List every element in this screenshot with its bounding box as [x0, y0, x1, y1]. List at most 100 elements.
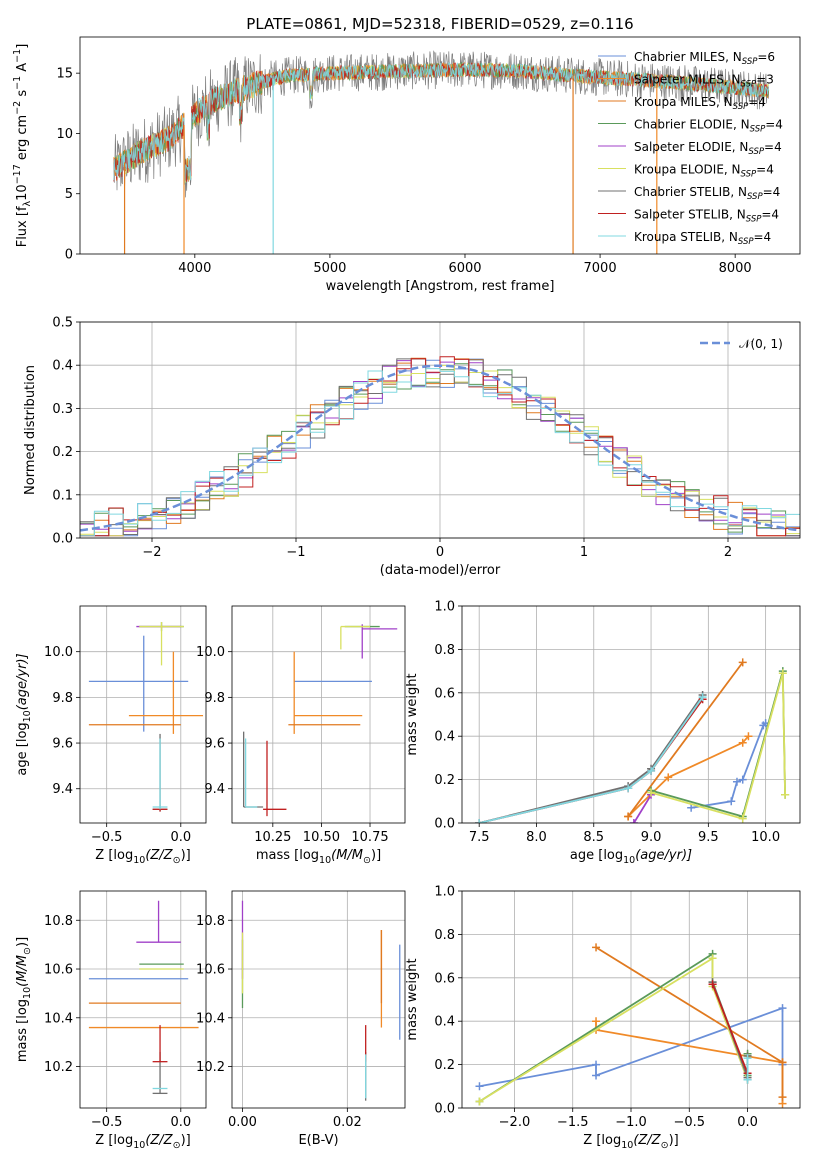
y-axis-label: age [log10(age/yr)]: [15, 653, 33, 775]
x-axis-label: Z [log10(Z/Z⊙)]: [95, 848, 190, 866]
plot-area-age_vs_mass: [243, 624, 398, 817]
y-tick-label: 0: [65, 248, 73, 263]
x-tick-label: 10.50: [303, 830, 340, 845]
plot-area-residuals: [80, 356, 800, 538]
legend-label: Chabrier MILES, NSSP=6: [634, 50, 775, 67]
x-tick-label: 0.0: [170, 1115, 191, 1130]
series-marker: [738, 738, 747, 747]
y-tick-label: 0.0: [434, 817, 455, 832]
axes-frame: [461, 890, 801, 1109]
panel-spectrum: 4000 5000 6000 7000 8000 0 5 10 15 wavelength [An…: [12, 36, 801, 294]
series-marker: [592, 943, 601, 952]
series-marker: [687, 803, 696, 812]
y-tick-label: 10.8: [44, 914, 73, 929]
plot-area-spectrum: [113, 50, 770, 254]
x-tick-label: 9.5: [698, 830, 719, 845]
x-tick-label: 10.75: [351, 830, 388, 845]
x-tick-label: 10.25: [254, 830, 291, 845]
normal-curve: [80, 364, 798, 532]
series-marker: [778, 1058, 787, 1067]
series-line: [478, 694, 704, 823]
y-tick-label: 1.0: [434, 885, 455, 900]
legend-label: Chabrier ELODIE, NSSP=4: [634, 118, 783, 135]
series-marker: [664, 773, 673, 782]
x-tick-label: 0.00: [228, 1115, 257, 1130]
x-axis-label: E(B-V): [298, 1133, 338, 1148]
y-tick-label: 9.4: [204, 782, 225, 797]
x-tick-label: −1.0: [615, 1115, 647, 1130]
y-tick-label: 10.6: [196, 963, 225, 978]
x-tick-label: 0: [436, 545, 444, 560]
series-marker: [727, 797, 736, 806]
series-line: [633, 794, 652, 823]
y-tick-label: 5: [65, 187, 73, 202]
series-line: [627, 661, 744, 818]
axes-frame: [79, 890, 207, 1109]
y-tick-label: 0.4: [434, 1015, 455, 1030]
y-tick-label: 9.8: [52, 691, 73, 706]
x-tick-label: 10.0: [751, 830, 780, 845]
x-axis-label: wavelength [Angstrom, rest frame]: [326, 279, 555, 294]
x-axis-label: age [log10(age/yr)]: [570, 848, 692, 866]
panel-residuals: −2 −1 0 1 2 0.0 0.1 0.2 0.3 0.4 0.5 (data-model)/er…: [23, 316, 801, 578]
spectrum-line: [113, 61, 770, 185]
x-axis-label: (data-model)/error: [380, 563, 501, 578]
y-tick-label: 10.2: [44, 1060, 73, 1075]
legend-label: Salpeter MILES, NSSP=3: [634, 73, 774, 90]
x-tick-label: −0.5: [91, 1115, 123, 1130]
y-tick-label: 0.3: [52, 402, 73, 417]
histogram-series: [80, 358, 800, 538]
x-tick-label: 8.5: [583, 830, 604, 845]
legend-label: Kroupa STELIB, NSSP=4: [634, 230, 771, 247]
series-line: [650, 673, 786, 820]
x-tick-label: −1: [286, 545, 305, 560]
plot-area-mass_vs_Z: [88, 900, 199, 1095]
y-tick-label: 0.2: [434, 1058, 455, 1073]
figure-title: PLATE=0861, MJD=52318, FIBERID=0529, z=0…: [246, 15, 633, 33]
x-axis-label: Z [log10(Z/Z⊙)]: [95, 1133, 190, 1151]
y-tick-label: 0.6: [434, 686, 455, 701]
axes-frame: [231, 605, 406, 824]
series-marker: [781, 790, 790, 799]
y-tick-label: 9.6: [52, 737, 73, 752]
x-tick-label: 7.5: [469, 830, 490, 845]
series-marker: [629, 819, 638, 823]
series-marker: [738, 814, 747, 823]
panel-age_vs_mass: 10.25 10.50 10.75 9.4 9.6 9.8 10.0 mass [log10(…: [196, 605, 406, 866]
y-tick-label: 9.8: [204, 691, 225, 706]
x-axis-label: mass [log10(M/M⊙)]: [256, 848, 381, 866]
panel-age_vs_Z: −0.5 0.0 9.4 9.6 9.8 10.0 Z [log10(Z/Z⊙)] age […: [15, 605, 207, 866]
histogram-series: [80, 368, 800, 538]
x-tick-label: −0.5: [91, 830, 123, 845]
y-tick-label: 10.0: [44, 645, 73, 660]
x-tick-label: 5000: [313, 261, 346, 276]
series-marker: [647, 766, 656, 775]
y-tick-label: 10.6: [44, 963, 73, 978]
series-marker: [743, 1054, 752, 1063]
x-tick-label: −1.5: [557, 1115, 589, 1130]
y-axis-label: mass weight: [405, 958, 420, 1040]
y-tick-label: 10.4: [196, 1011, 225, 1026]
panel-massweight_vs_Z: −2.0 −1.5 −1.0 −0.5 0.0 0.0 0.2 0.4 0.6 0.8 1.0 Z […: [405, 885, 801, 1151]
series-marker: [708, 980, 717, 989]
series-marker: [738, 775, 747, 784]
y-tick-label: 10: [56, 127, 73, 142]
x-tick-label: −2.0: [499, 1115, 531, 1130]
panel-mass_vs_ebv: 0.00 0.02 10.2 10.4 10.6 10.8 E(B-V): [196, 890, 406, 1148]
series-line: [479, 956, 749, 1103]
x-tick-label: 9.0: [641, 830, 662, 845]
x-tick-label: 0.0: [170, 830, 191, 845]
series-marker: [743, 1075, 752, 1084]
legend-label: 𝒩(0, 1): [739, 337, 783, 351]
x-tick-label: −2: [142, 545, 161, 560]
y-tick-label: 0.4: [434, 730, 455, 745]
y-tick-label: 1.0: [434, 600, 455, 615]
x-axis-label: Z [log10(Z/Z⊙)]: [583, 1133, 678, 1151]
series-line: [478, 696, 704, 823]
y-tick-label: 0.8: [434, 643, 455, 658]
y-tick-label: 10.4: [44, 1011, 73, 1026]
x-tick-label: −0.5: [673, 1115, 705, 1130]
y-tick-label: 0.1: [52, 488, 73, 503]
y-axis-label: Normed distribution: [23, 365, 38, 495]
